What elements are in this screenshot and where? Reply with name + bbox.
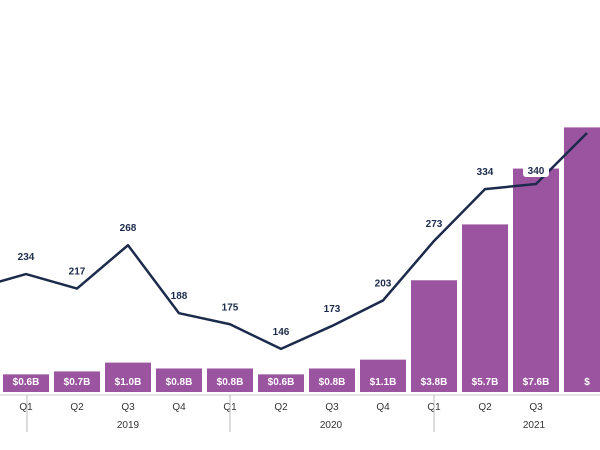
line-value-label: 146 [273,327,290,338]
bar-value-label: $1.1B [370,377,397,388]
bar-value-label: $ [584,377,590,388]
bar [207,368,253,392]
line-value-label: 217 [69,267,86,278]
line-value-label: 334 [477,167,494,178]
bar-value-label: $0.8B [166,377,193,388]
quarter-tick-label: Q3 [529,402,543,413]
bar [462,224,508,392]
line-value-label: 173 [324,304,341,315]
line-value-label: 340 [528,166,545,177]
year-label: 2021 [523,420,546,431]
bar [513,168,559,392]
bar-value-label: $0.8B [217,377,244,388]
bar [309,368,355,392]
bar [105,362,151,392]
quarter-tick-label: Q1 [19,402,33,413]
bar [54,371,100,392]
bar [564,127,600,393]
year-label: 2020 [320,420,343,431]
quarter-tick-label: Q4 [172,402,186,413]
bar [360,359,406,392]
line-value-label: 273 [426,219,443,230]
line-series: 217234217268188175146173203273334340 [0,132,588,351]
bar-value-label: $3.8B [421,377,448,388]
bar-value-label: $0.8B [319,377,346,388]
year-label: 2019 [117,420,140,431]
line-label-box [523,163,549,177]
bar-value-label: $0.6B [268,377,295,388]
bar [411,280,457,392]
bar [258,374,304,392]
quarter-tick-label: Q2 [274,402,288,413]
bar-value-label: $0.6B [13,377,40,388]
line-path [0,132,588,351]
quarter-tick-label: Q3 [121,402,135,413]
line-value-label: 188 [171,291,188,302]
bar [3,374,49,392]
bar [156,368,202,392]
line-value-label: 234 [18,252,35,263]
quarter-tick-label: Q3 [325,402,339,413]
bar-value-label: $5.7B [472,377,499,388]
line-value-label: 203 [375,278,392,289]
bar-value-label: $0.7B [64,377,91,388]
bar-value-label: $7.6B [523,377,550,388]
bar-value-label: $1.0B [115,377,142,388]
quarter-tick-label: Q2 [70,402,84,413]
x-axis: Q4Q1Q2Q3Q4Q1Q2Q3Q4Q1Q2Q3201920202021 [0,394,600,432]
quarter-tick-label: Q4 [376,402,390,413]
bar-series: $1.5B$0.6B$0.7B$1.0B$0.8B$0.8B$0.6B$0.8B… [3,127,600,393]
quarter-tick-label: Q2 [478,402,492,413]
line-value-label: 175 [222,302,239,313]
line-value-label: 268 [120,223,137,234]
